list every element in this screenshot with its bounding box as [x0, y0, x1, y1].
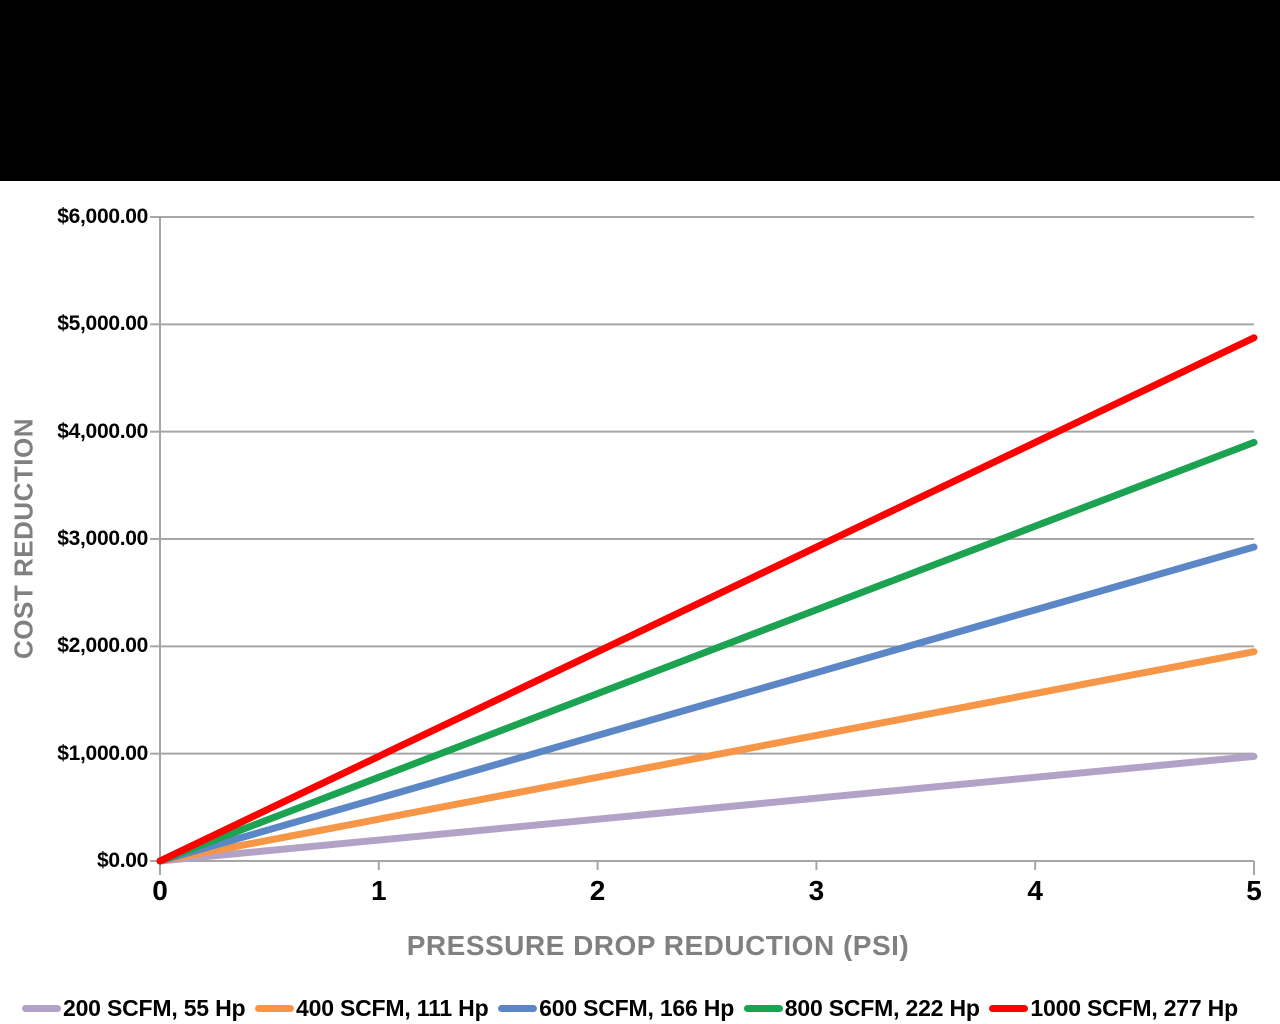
y-axis-tick-label: $1,000.00	[57, 741, 148, 765]
x-axis-tick-label: 4	[1027, 875, 1043, 906]
x-axis-title: PRESSURE DROP REDUCTION (PSI)	[406, 930, 910, 961]
legend-label: 1000 SCFM, 277 Hp	[1030, 994, 1238, 1021]
legend-label: 400 SCFM, 111 Hp	[296, 994, 489, 1021]
x-axis-tick-label: 0	[152, 875, 168, 906]
legend-line-swatch	[743, 1004, 783, 1012]
y-axis-tick-label: $0.00	[96, 849, 148, 872]
legend-label: 800 SCFM, 222 Hp	[784, 994, 980, 1021]
legend: 200 SCFM, 55 Hp 400 SCFM, 111 Hp 600 SCF…	[0, 992, 1280, 1024]
y-axis-tick-label: $4,000.00	[57, 419, 148, 443]
legend-item: 1000 SCFM, 277 Hp	[989, 995, 1238, 1022]
y-axis-tick-label: $6,000.00	[57, 205, 148, 228]
y-axis-tick-label: $2,000.00	[57, 634, 148, 658]
top-black-band	[0, 0, 1280, 181]
legend-item: 400 SCFM, 111 Hp	[255, 994, 489, 1022]
y-axis-tick-label: $5,000.00	[57, 312, 148, 336]
legend-line-swatch	[255, 1004, 295, 1012]
x-axis-tick-label: 5	[1246, 875, 1262, 906]
legend-label: 200 SCFM, 55 Hp	[63, 994, 246, 1021]
x-axis-tick-label: 2	[589, 875, 606, 906]
legend-line-swatch	[22, 1004, 61, 1012]
legend-line-swatch	[989, 1004, 1029, 1012]
legend-item: 800 SCFM, 222 Hp	[743, 994, 980, 1022]
legend-item: 200 SCFM, 55 Hp	[22, 994, 246, 1022]
y-axis-tick-label: $3,000.00	[57, 527, 148, 550]
x-axis-tick-label: 1	[371, 875, 387, 906]
legend-label: 600 SCFM, 166 Hp	[539, 994, 735, 1021]
legend-item: 600 SCFM, 166 Hp	[498, 995, 734, 1022]
x-axis-tick-label: 3	[808, 875, 825, 906]
legend-line-swatch	[498, 1004, 538, 1012]
